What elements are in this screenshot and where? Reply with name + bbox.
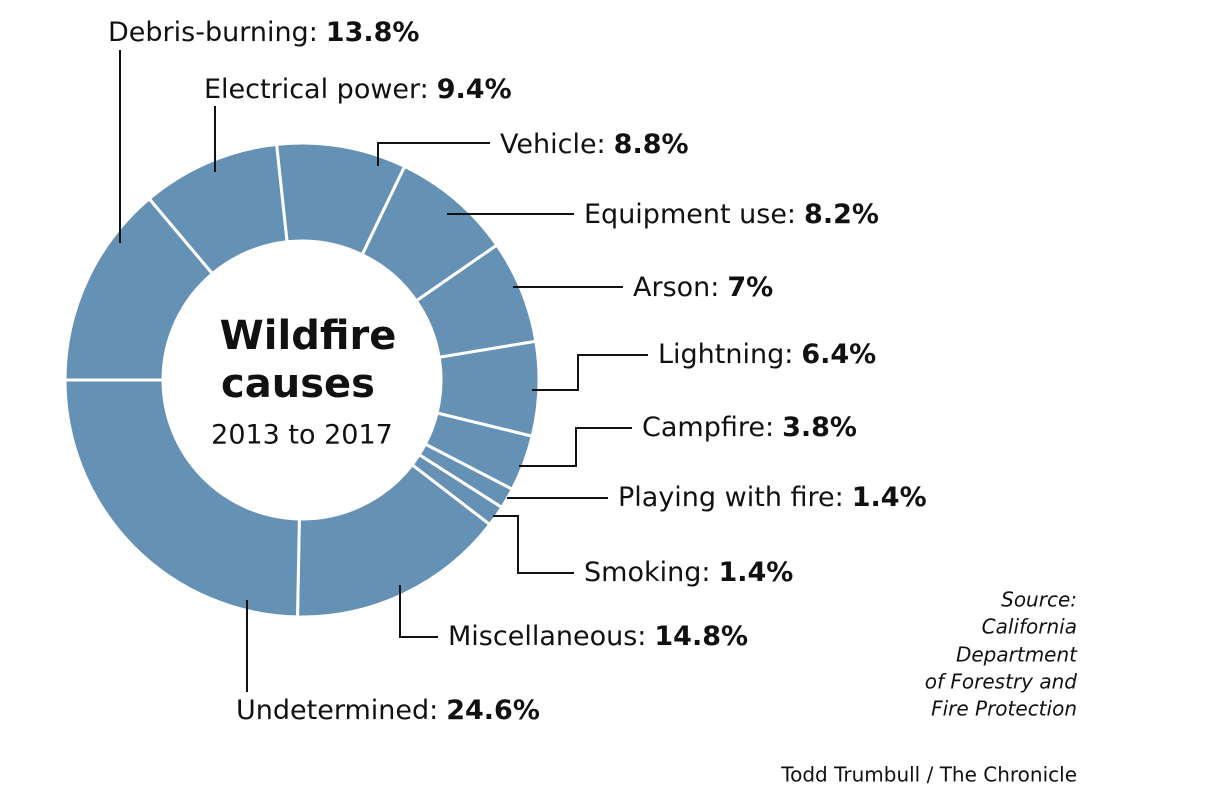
data-label: Playing with fire: 1.4%	[618, 482, 927, 513]
data-label: Electrical power: 9.4%	[204, 74, 512, 105]
leader-line	[493, 515, 574, 574]
value-label: 8.8%	[614, 129, 689, 160]
source: Department	[956, 643, 1078, 667]
category-label: Electrical power:	[204, 74, 429, 105]
category-label: Vehicle:	[500, 129, 606, 160]
leader-line	[519, 427, 632, 467]
data-label: Debris-burning: 13.8%	[108, 17, 419, 48]
category-label: Debris-burning:	[108, 17, 318, 48]
data-label: Lightning: 6.4%	[658, 339, 876, 370]
category-label: Miscellaneous:	[448, 621, 646, 652]
data-label: Equipment use: 8.2%	[584, 199, 879, 230]
category-label: Lightning:	[658, 339, 793, 370]
category-label: Arson:	[633, 272, 719, 303]
donut-slice	[63, 378, 301, 619]
data-label: Arson: 7%	[633, 272, 773, 303]
value-label: 8.2%	[804, 199, 879, 230]
leader-line	[532, 354, 648, 391]
source: Source:	[1001, 588, 1077, 612]
source: California	[982, 615, 1077, 639]
data-label: Smoking: 1.4%	[584, 557, 793, 588]
data-label: Undetermined: 24.6%	[236, 695, 540, 726]
data-label: Campfire: 3.8%	[642, 412, 857, 443]
value-label: 1.4%	[852, 482, 927, 513]
source: of Forestry and	[925, 670, 1078, 694]
credit: Todd Trumbull / The Chronicle	[780, 763, 1077, 787]
value-label: 3.8%	[782, 412, 857, 443]
chart-subtitle: 2013 to 2017	[211, 420, 393, 451]
category-label: Equipment use:	[584, 199, 796, 230]
leader-line	[377, 142, 490, 166]
leader-line	[399, 585, 438, 638]
data-label: Vehicle: 8.8%	[500, 129, 689, 160]
value-label: 9.4%	[437, 74, 512, 105]
value-label: 6.4%	[801, 339, 876, 370]
value-label: 1.4%	[718, 557, 793, 588]
category-label: Campfire:	[642, 412, 774, 443]
chart-title: causes	[221, 361, 375, 407]
value-label: 24.6%	[446, 695, 540, 726]
data-label: Miscellaneous: 14.8%	[448, 621, 748, 652]
value-label: 13.8%	[326, 17, 420, 48]
value-label: 14.8%	[654, 621, 748, 652]
source: Fire Protection	[931, 697, 1077, 721]
category-label: Smoking:	[584, 557, 710, 588]
value-label: 7%	[727, 272, 773, 303]
category-label: Playing with fire:	[618, 482, 844, 513]
donut	[63, 141, 541, 619]
chart-title: Wildfire	[220, 313, 397, 359]
category-label: Undetermined:	[236, 695, 438, 726]
